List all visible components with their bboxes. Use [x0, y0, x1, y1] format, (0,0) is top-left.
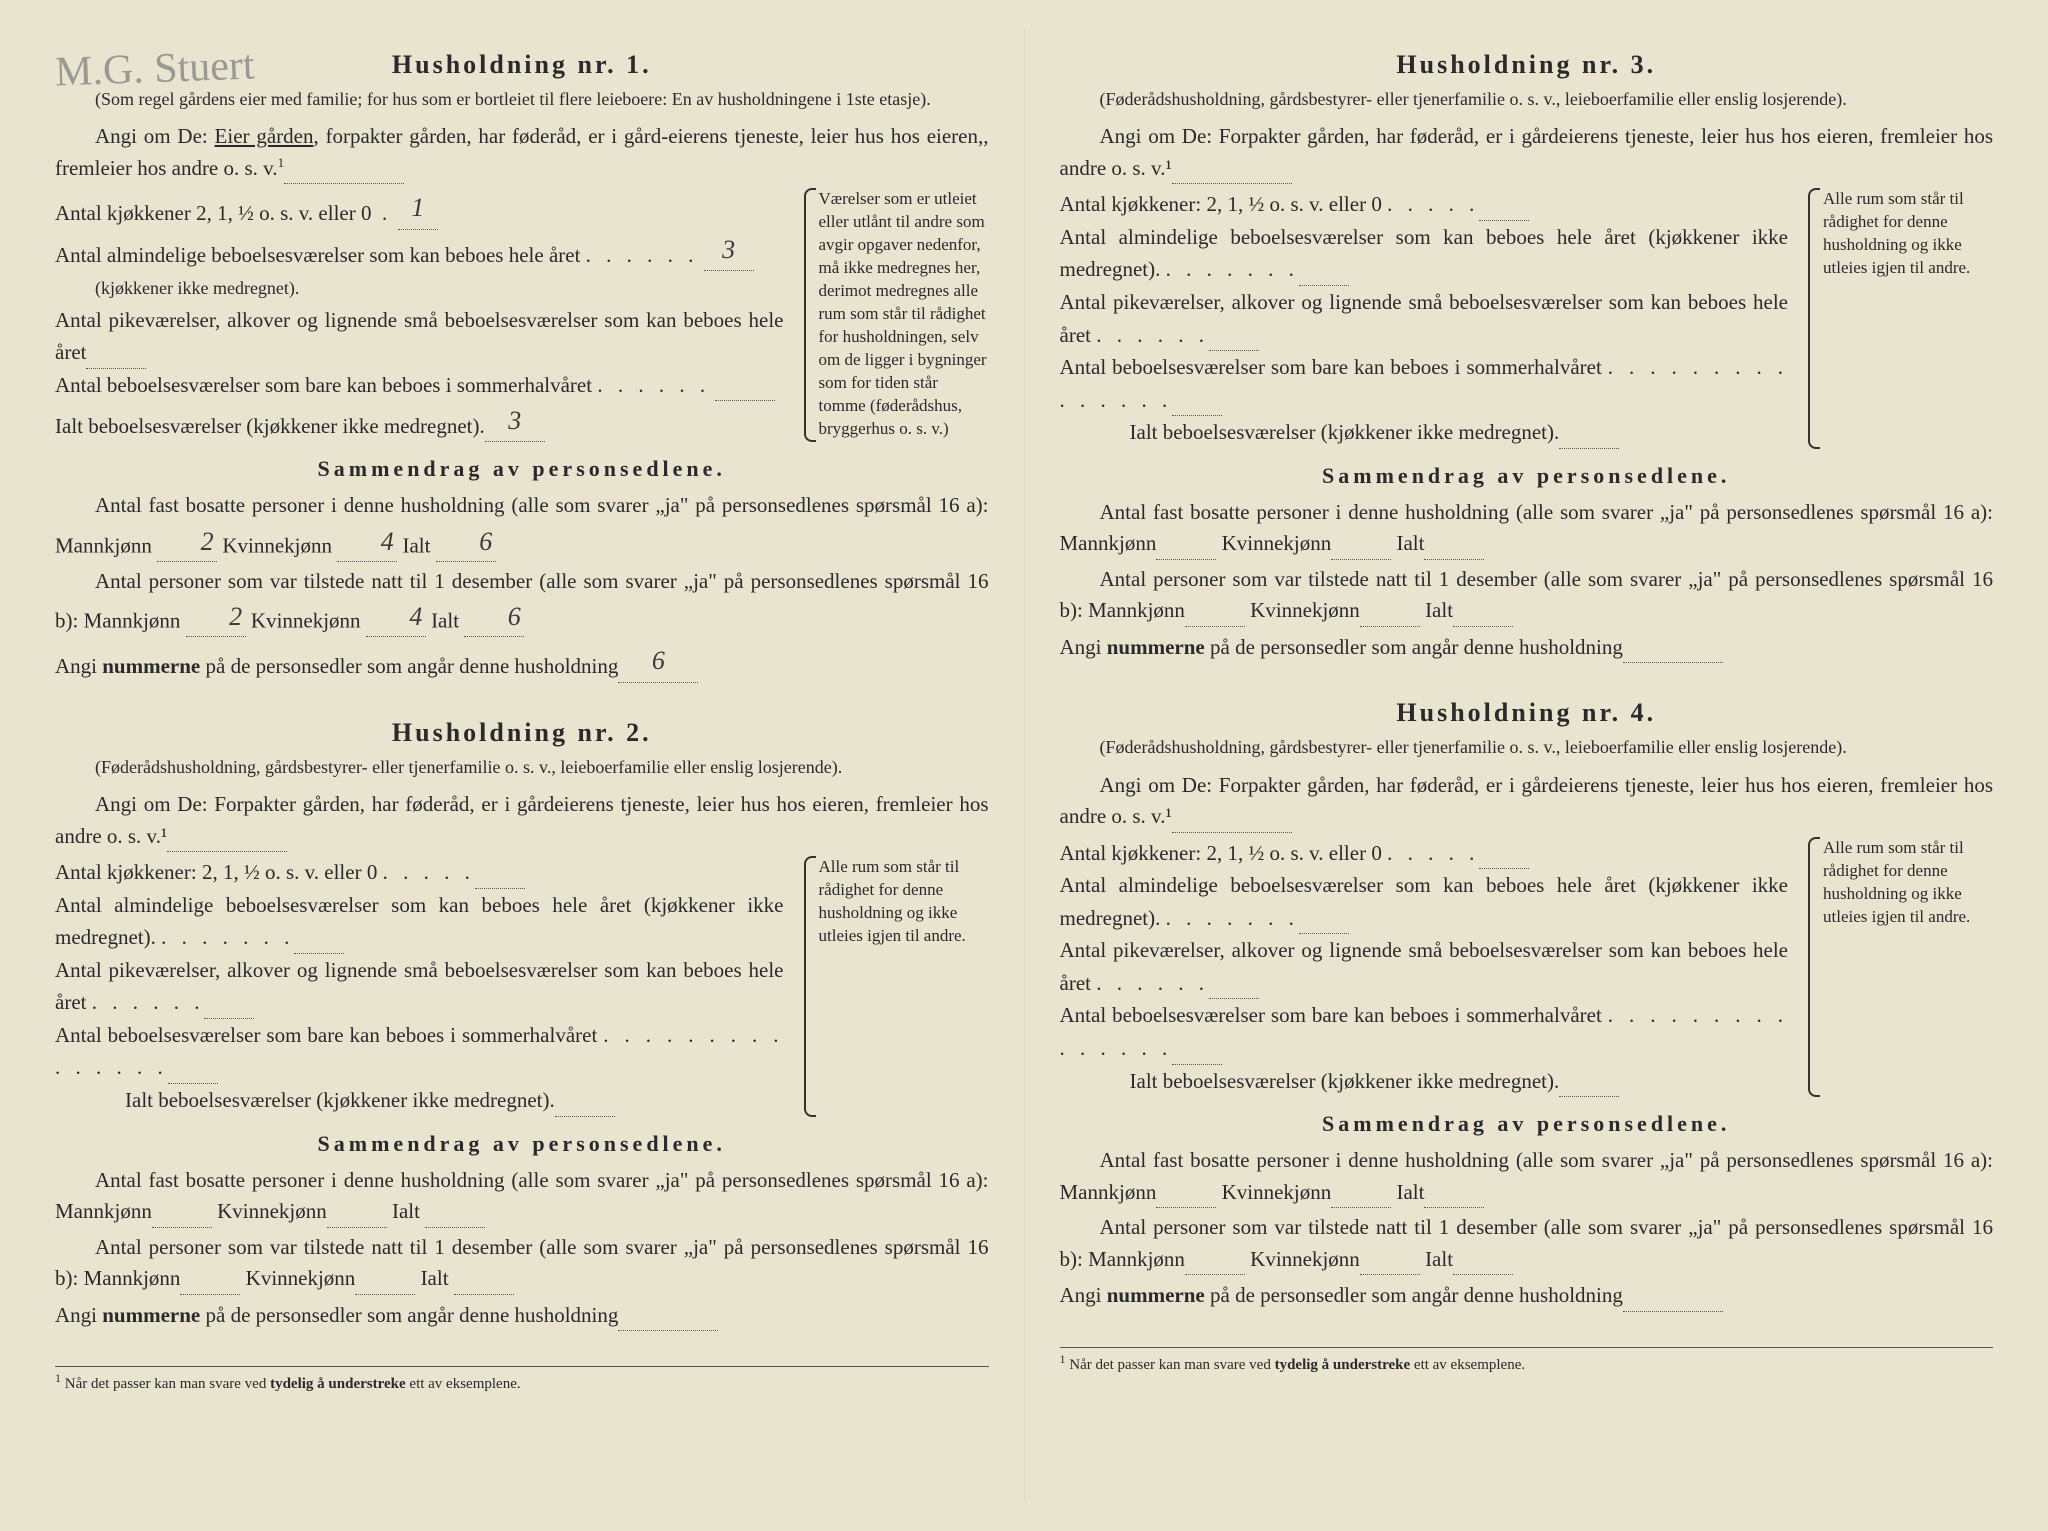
h1-sommer: Antal beboelsesværelser som bare kan beb…	[55, 369, 784, 402]
h3-numline: Angi nummerne på de personsedler som ang…	[1060, 631, 1994, 664]
h4-title: Husholdning nr. 4.	[1060, 698, 1994, 728]
h2-subtitle: (Føderådshusholdning, gårdsbestyrer- ell…	[55, 756, 989, 779]
h2-pike: Antal pikeværelser, alkover og lignende …	[55, 954, 784, 1019]
h1-ialt-value: 3	[485, 401, 545, 442]
h4-kjokkener: Antal kjøkkener: 2, 1, ½ o. s. v. eller …	[1060, 837, 1789, 870]
h2-alm: Antal almindelige beboelsesværelser som …	[55, 889, 784, 954]
h3-angi: Angi om De: Forpakter gården, har føderå…	[1060, 121, 1994, 184]
h1-kjokkener: Antal kjøkkener 2, 1, ½ o. s. v. eller 0…	[55, 188, 784, 229]
h4-sidenote: Alle rum som står til rådighet for denne…	[1808, 837, 1993, 1097]
h2-ialt: Ialt beboelsesværelser (kjøkkener ikke m…	[55, 1084, 784, 1117]
h4-ialt: Ialt beboelsesværelser (kjøkkener ikke m…	[1060, 1065, 1789, 1098]
h4-numline: Angi nummerne på de personsedler som ang…	[1060, 1279, 1994, 1312]
h3-ialt: Ialt beboelsesværelser (kjøkkener ikke m…	[1060, 416, 1789, 449]
signature: M.G. Stuert	[54, 42, 255, 97]
h1-k1: 4	[337, 522, 397, 562]
right-page: Husholdning nr. 3. (Føderådshusholdning,…	[1025, 30, 2029, 1501]
h3-sidenote: Alle rum som står til rådighet for denne…	[1808, 188, 1993, 448]
h3-sammendrag: Sammendrag av personsedlene.	[1060, 463, 1994, 489]
h3-subtitle: (Føderådshusholdning, gårdsbestyrer- ell…	[1060, 88, 1994, 111]
h1-p1: Antal fast bosatte personer i denne hush…	[55, 490, 989, 562]
household-1: Husholdning nr. 1. (Som regel gårdens ei…	[55, 50, 989, 683]
h3-kjokkener: Antal kjøkkener: 2, 1, ½ o. s. v. eller …	[1060, 188, 1789, 221]
h4-p1: Antal fast bosatte personer i denne hush…	[1060, 1145, 1994, 1208]
h1-num: 6	[618, 641, 698, 682]
h1-p2: Antal personer som var tilstede natt til…	[55, 566, 989, 638]
h1-sidenote: Værelser som er utleiet eller utlånt til…	[804, 188, 989, 442]
h2-kjokkener: Antal kjøkkener: 2, 1, ½ o. s. v. eller …	[55, 856, 784, 889]
h3-pike: Antal pikeværelser, alkover og lignende …	[1060, 286, 1789, 351]
h1-numline: Angi nummerne på de personsedler som ang…	[55, 641, 989, 682]
h3-alm: Antal almindelige beboelsesværelser som …	[1060, 221, 1789, 286]
h1-alm-value: 3	[704, 230, 754, 271]
h2-sammendrag: Sammendrag av personsedlene.	[55, 1131, 989, 1157]
h4-sammendrag: Sammendrag av personsedlene.	[1060, 1111, 1994, 1137]
h3-p2: Antal personer som var tilstede natt til…	[1060, 564, 1994, 627]
h4-sommer: Antal beboelsesværelser som bare kan beb…	[1060, 999, 1789, 1064]
h1-m1: 2	[157, 522, 217, 562]
h2-p1: Antal fast bosatte personer i denne hush…	[55, 1165, 989, 1228]
h1-sammendrag: Sammendrag av personsedlene.	[55, 456, 989, 482]
h1-pike: Antal pikeværelser, alkover og lignende …	[55, 304, 784, 369]
h2-p2: Antal personer som var tilstede natt til…	[55, 1232, 989, 1295]
h1-alm: Antal almindelige beboelsesværelser som …	[55, 230, 784, 304]
h3-sommer: Antal beboelsesværelser som bare kan beb…	[1060, 351, 1789, 416]
h2-sommer: Antal beboelsesværelser som bare kan beb…	[55, 1019, 784, 1084]
household-4: Husholdning nr. 4. (Føderådshusholdning,…	[1060, 698, 1994, 1311]
h4-angi: Angi om De: Forpakter gården, har føderå…	[1060, 770, 1994, 833]
household-2: Husholdning nr. 2. (Føderådshusholdning,…	[55, 718, 989, 1331]
left-page: M.G. Stuert Husholdning nr. 1. (Som rege…	[20, 30, 1025, 1501]
footnote-right: 1 Når det passer kan man svare ved tydel…	[1060, 1347, 1994, 1374]
h4-alm: Antal almindelige beboelsesværelser som …	[1060, 869, 1789, 934]
h2-angi: Angi om De: Forpakter gården, har føderå…	[55, 789, 989, 852]
h4-p2: Antal personer som var tilstede natt til…	[1060, 1212, 1994, 1275]
household-3: Husholdning nr. 3. (Føderådshusholdning,…	[1060, 50, 1994, 663]
h2-sidenote: Alle rum som står til rådighet for denne…	[804, 856, 989, 1116]
h1-angi: Angi om De: Eier gården, forpakter gårde…	[55, 121, 989, 184]
h3-title: Husholdning nr. 3.	[1060, 50, 1994, 80]
h1-t2: 6	[464, 597, 524, 637]
h1-m2: 2	[186, 597, 246, 637]
h4-subtitle: (Føderådshusholdning, gårdsbestyrer- ell…	[1060, 736, 1994, 759]
h1-kjokkener-value: 1	[398, 188, 438, 229]
h2-title: Husholdning nr. 2.	[55, 718, 989, 748]
h3-p1: Antal fast bosatte personer i denne hush…	[1060, 497, 1994, 560]
footnote-left: 1 Når det passer kan man svare ved tydel…	[55, 1366, 989, 1393]
h2-numline: Angi nummerne på de personsedler som ang…	[55, 1299, 989, 1332]
h4-pike: Antal pikeværelser, alkover og lignende …	[1060, 934, 1789, 999]
h1-ialt: Ialt beboelsesværelser (kjøkkener ikke m…	[55, 401, 784, 442]
h1-t1: 6	[436, 522, 496, 562]
h1-k2: 4	[366, 597, 426, 637]
